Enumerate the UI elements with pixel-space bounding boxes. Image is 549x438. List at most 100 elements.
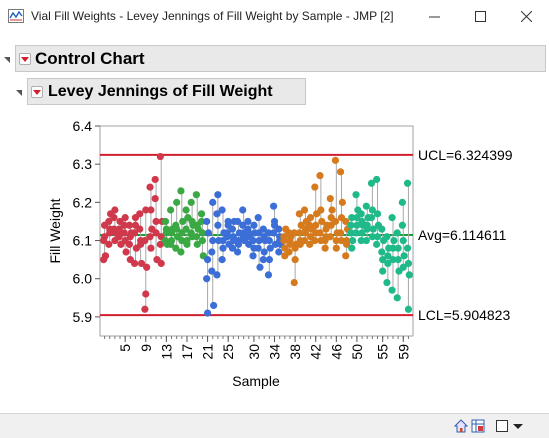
data-point (347, 221, 355, 229)
data-point (373, 210, 382, 218)
x-tick-label: 34 (267, 344, 283, 360)
data-point (193, 240, 201, 248)
data-point (270, 202, 278, 210)
control-chart-title: Control Chart (35, 49, 145, 68)
data-point (152, 217, 160, 226)
data-point (312, 221, 320, 229)
data-point (384, 259, 392, 268)
data-point (146, 233, 154, 241)
data-point (400, 252, 408, 260)
data-point (326, 233, 334, 241)
data-point (147, 206, 155, 214)
data-point (393, 294, 401, 302)
data-point (172, 244, 180, 252)
data-point (142, 290, 150, 298)
data-point (352, 191, 360, 199)
data-point (270, 217, 279, 226)
maximize-button[interactable] (457, 0, 503, 33)
data-point (403, 179, 412, 187)
control-chart-disclosure-icon[interactable] (4, 57, 10, 63)
data-point (187, 198, 195, 206)
data-point (192, 191, 200, 199)
data-point (209, 236, 217, 245)
data-point (332, 244, 340, 252)
data-point (367, 214, 376, 222)
data-point (255, 236, 263, 245)
data-point (378, 248, 386, 256)
avg-label: Avg=6.114611 (418, 227, 507, 243)
data-point (137, 259, 146, 268)
data-point (348, 214, 356, 222)
data-point (204, 229, 213, 237)
data-point (404, 259, 413, 268)
data-point (214, 221, 222, 229)
data-point (318, 217, 326, 226)
data-point (388, 214, 396, 222)
data-point (285, 248, 293, 256)
data-point (111, 206, 119, 214)
x-tick-label: 9 (138, 344, 154, 352)
data-point (404, 305, 413, 313)
data-table-icon[interactable] (471, 418, 485, 434)
data-point (338, 198, 346, 206)
data-point (146, 183, 154, 191)
y-tick-label: 6.2 (73, 194, 93, 210)
data-point (265, 236, 273, 245)
data-point (198, 229, 207, 237)
data-point (306, 240, 314, 248)
data-point (398, 221, 406, 229)
x-tick-label: 17 (179, 344, 195, 360)
data-point (183, 236, 191, 245)
x-tick-label: 59 (395, 344, 411, 360)
data-point (357, 236, 365, 245)
data-point (157, 259, 165, 268)
data-point (384, 252, 392, 260)
data-point (177, 187, 185, 195)
data-point (311, 236, 319, 245)
levey-jennings-red-triangle-menu[interactable] (31, 86, 43, 98)
data-point (167, 229, 176, 237)
data-point (389, 256, 397, 264)
data-point (239, 221, 247, 229)
data-point (161, 217, 170, 226)
data-point (383, 278, 391, 287)
data-point (214, 191, 222, 199)
data-point (362, 202, 370, 210)
data-point (254, 244, 262, 252)
control-chart-red-triangle-menu[interactable] (19, 53, 31, 65)
data-point (179, 217, 187, 226)
dropdown-arrow-icon[interactable] (512, 418, 524, 434)
data-point (368, 206, 376, 214)
data-point (337, 236, 346, 245)
close-button[interactable] (503, 0, 549, 33)
home-icon[interactable] (454, 418, 468, 434)
data-point (321, 244, 329, 252)
data-point (239, 206, 247, 214)
data-point (156, 240, 164, 248)
data-point (357, 210, 365, 218)
minimize-button[interactable] (411, 0, 457, 33)
data-point (130, 259, 139, 268)
x-tick-label: 55 (375, 344, 391, 360)
x-tick-label: 46 (328, 344, 344, 360)
y-tick-label: 6.3 (73, 156, 93, 172)
data-point (373, 240, 381, 248)
levey-jennings-disclosure-icon[interactable] (16, 90, 22, 96)
data-point (152, 229, 160, 237)
checkbox-icon[interactable] (495, 418, 509, 434)
data-point (233, 248, 242, 256)
data-point (347, 229, 355, 237)
data-point (342, 217, 350, 226)
data-point (358, 229, 366, 237)
x-tick-label: 42 (308, 344, 324, 360)
data-point (208, 248, 216, 256)
data-point (161, 236, 170, 245)
data-point (295, 210, 303, 218)
y-tick-label: 5.9 (73, 309, 93, 325)
close-icon (520, 11, 532, 22)
data-point (228, 244, 237, 252)
data-point (311, 183, 319, 191)
data-point (254, 214, 262, 222)
data-point (182, 206, 190, 214)
data-point (326, 194, 334, 203)
